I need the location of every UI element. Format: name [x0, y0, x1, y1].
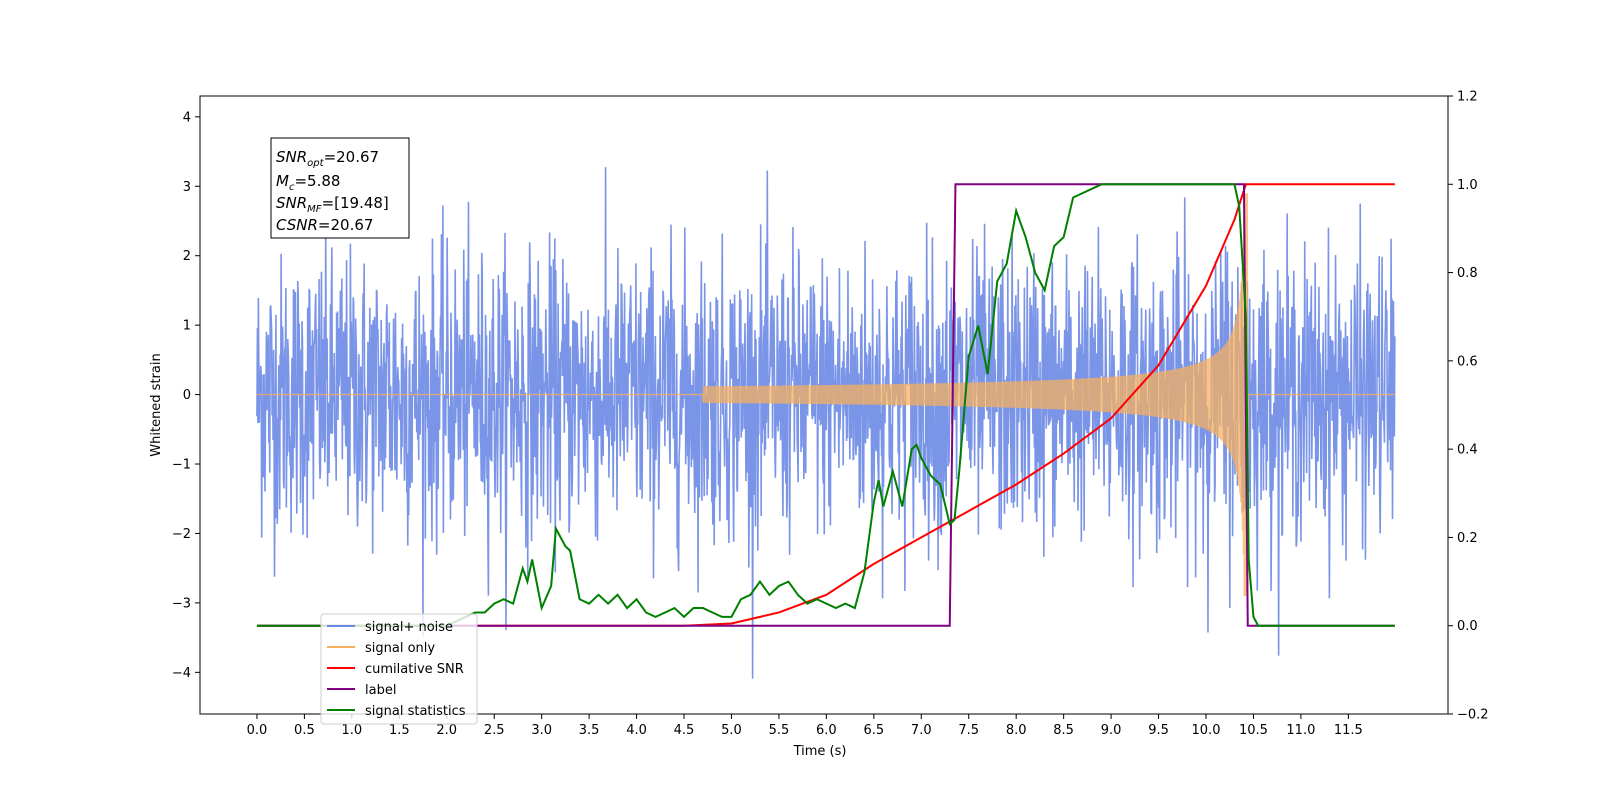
y2-tick-label: 0.2 [1457, 531, 1478, 546]
annotation-csnr: CSNR=20.67 [276, 216, 373, 234]
y-tick-label: −4 [172, 666, 191, 681]
x-tick-label: 9.5 [1148, 723, 1169, 738]
y-axis-label: Whitened strain [149, 353, 164, 456]
x-tick-label: 3.0 [531, 723, 552, 738]
legend-label-label: label [365, 683, 396, 698]
y-tick-label: −3 [172, 596, 191, 611]
x-tick-label: 4.0 [626, 723, 647, 738]
x-tick-label: 11.0 [1286, 723, 1315, 738]
y-axis-right: 1.2 1.0 0.8 0.6 0.4 0.2 0.0 −0.2 [1448, 90, 1489, 723]
annotation-mc-value: 5.88 [307, 172, 340, 190]
y-tick-label: 2 [183, 249, 191, 264]
y2-tick-label: −0.2 [1457, 708, 1489, 723]
x-axis: 0.0 0.5 1.0 1.5 2.0 2.5 3.0 3.5 4.0 4.5 5.0 5.5 6.0 6… [247, 714, 1363, 738]
x-tick-label: 5.0 [721, 723, 742, 738]
y2-tick-label: 0.6 [1457, 354, 1478, 369]
x-axis-label: Time (s) [793, 744, 847, 759]
x-tick-label: 0.0 [247, 723, 268, 738]
legend-label-noise: signal+ noise [365, 620, 453, 635]
x-tick-label: 7.5 [958, 723, 979, 738]
annotation-csnr-value: 20.67 [331, 216, 374, 234]
annotation-snr-mf-value: [19.48] [334, 194, 389, 212]
y-tick-label: 4 [183, 110, 191, 125]
y-tick-label: −1 [172, 458, 191, 473]
x-tick-label: 1.0 [342, 723, 363, 738]
x-tick-label: 8.5 [1053, 723, 1074, 738]
x-tick-label: 4.5 [674, 723, 695, 738]
y2-tick-label: 0.0 [1457, 619, 1478, 634]
legend-label-statistics: signal statistics [365, 704, 466, 719]
annotation-snr-mf: SNRMF=[19.48] [276, 194, 389, 215]
annotation-snr-opt-value: 20.67 [336, 148, 379, 166]
y2-tick-label: 0.4 [1457, 443, 1478, 458]
y-tick-label: 3 [183, 180, 191, 195]
y2-tick-label: 1.0 [1457, 178, 1478, 193]
x-tick-label: 6.5 [863, 723, 884, 738]
plot-area [256, 167, 1396, 679]
y-axis-left: 4 3 2 1 0 −1 −2 −3 −4 [172, 110, 200, 681]
axes-frame [199, 95, 1449, 715]
series-cumulative-snr [256, 183, 1395, 627]
y-tick-label: 0 [183, 388, 191, 403]
x-tick-label: 0.5 [294, 723, 315, 738]
y-tick-label: −2 [172, 527, 191, 542]
x-tick-label: 10.0 [1192, 723, 1221, 738]
x-tick-label: 6.0 [816, 723, 837, 738]
x-tick-label: 3.5 [579, 723, 600, 738]
x-tick-label: 1.5 [389, 723, 410, 738]
series-signal-statistics [256, 183, 1395, 627]
annotation-box: SNRopt=20.67 Mc=5.88 SNRMF=[19.48] CSNR=… [270, 137, 410, 239]
x-tick-label: 11.5 [1334, 723, 1363, 738]
y2-tick-label: 0.8 [1457, 266, 1478, 281]
legend-label-cumulative-snr: cumilative SNR [365, 662, 464, 677]
x-tick-label: 10.5 [1239, 723, 1268, 738]
series-signal-only [256, 193, 1395, 596]
x-tick-label: 8.0 [1006, 723, 1027, 738]
x-tick-label: 2.0 [436, 723, 457, 738]
x-tick-label: 2.5 [484, 723, 505, 738]
annotation-frame [270, 137, 410, 239]
legend-frame [320, 613, 478, 725]
legend-label-signal: signal only [365, 641, 435, 656]
x-tick-label: 9.0 [1101, 723, 1122, 738]
annotation-mc: Mc=5.88 [276, 172, 340, 193]
annotation-snr-opt: SNRopt=20.67 [276, 148, 379, 169]
y2-tick-label: 1.2 [1457, 90, 1478, 105]
y-tick-label: 1 [183, 319, 191, 334]
x-tick-label: 5.5 [769, 723, 790, 738]
legend: signal+ noise signal only cumilative SNR… [320, 613, 478, 725]
x-tick-label: 7.0 [911, 723, 932, 738]
